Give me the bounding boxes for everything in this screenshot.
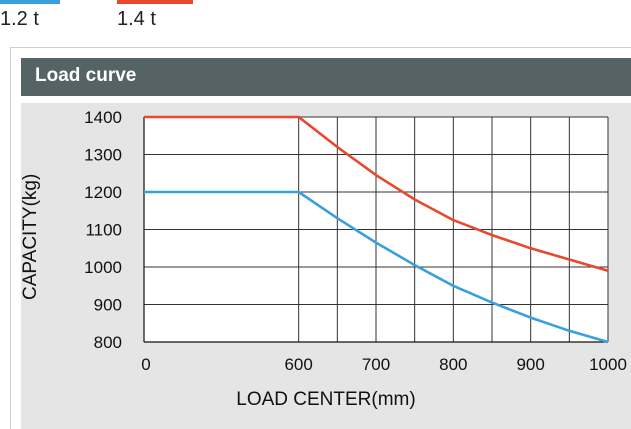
legend-swatch-1	[0, 0, 60, 4]
legend-label-2: 1.4 t	[117, 8, 156, 30]
legend-swatch-2	[117, 0, 193, 4]
chart-title: Load curve	[35, 65, 137, 86]
series-line-1	[144, 190, 609, 344]
y-tick-label-1: 900	[94, 296, 122, 315]
x-axis-label: LOAD CENTER(mm)	[236, 389, 416, 410]
x-tick-label-1: 600	[284, 355, 312, 374]
legend-item-2: 1.4 t	[117, 0, 193, 34]
y-tick-label-6: 1400	[84, 108, 122, 127]
x-tick-label-3: 800	[439, 355, 467, 374]
chart-header: Load curve	[21, 58, 631, 96]
chart-panel	[10, 47, 631, 429]
y-tick-label-0: 800	[94, 333, 122, 352]
y-tick-label-4: 1200	[84, 183, 122, 202]
y-tick-label-5: 1300	[84, 146, 122, 165]
x-tick-label-5: 1000	[589, 355, 627, 374]
x-tick-label-0: 0	[141, 355, 150, 374]
legend-label-1: 1.2 t	[0, 8, 39, 30]
y-tick-label-3: 1100	[85, 221, 122, 240]
y-axis-label: CAPACITY(kg)	[20, 173, 41, 300]
legend-item-1: 1.2 t	[0, 0, 60, 34]
x-tick-label-4: 900	[516, 355, 544, 374]
load-curve-plot: 800 900 1000 1100 1200 1300 1400 0 600 700 800 900 1…	[84, 108, 627, 374]
series-line-2	[144, 115, 609, 273]
x-tick-label-2: 700	[362, 355, 390, 374]
y-tick-label-2: 1000	[84, 258, 122, 277]
